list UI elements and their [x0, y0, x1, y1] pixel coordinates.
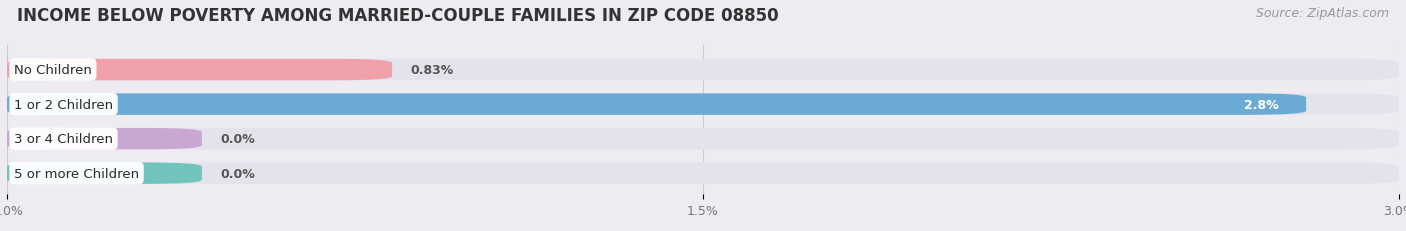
- Text: 0.0%: 0.0%: [221, 133, 256, 146]
- Text: INCOME BELOW POVERTY AMONG MARRIED-COUPLE FAMILIES IN ZIP CODE 08850: INCOME BELOW POVERTY AMONG MARRIED-COUPL…: [17, 7, 779, 25]
- Text: 0.0%: 0.0%: [221, 167, 256, 180]
- Text: 5 or more Children: 5 or more Children: [14, 167, 139, 180]
- FancyBboxPatch shape: [7, 60, 392, 81]
- Text: Source: ZipAtlas.com: Source: ZipAtlas.com: [1256, 7, 1389, 20]
- FancyBboxPatch shape: [7, 94, 1306, 115]
- FancyBboxPatch shape: [7, 94, 1399, 115]
- Text: No Children: No Children: [14, 64, 91, 77]
- FancyBboxPatch shape: [7, 163, 1399, 184]
- FancyBboxPatch shape: [7, 128, 1399, 150]
- Text: 2.8%: 2.8%: [1244, 98, 1278, 111]
- Text: 1 or 2 Children: 1 or 2 Children: [14, 98, 112, 111]
- FancyBboxPatch shape: [7, 60, 1399, 81]
- Text: 3 or 4 Children: 3 or 4 Children: [14, 133, 112, 146]
- Text: 0.83%: 0.83%: [411, 64, 454, 77]
- FancyBboxPatch shape: [7, 128, 202, 150]
- FancyBboxPatch shape: [7, 163, 202, 184]
